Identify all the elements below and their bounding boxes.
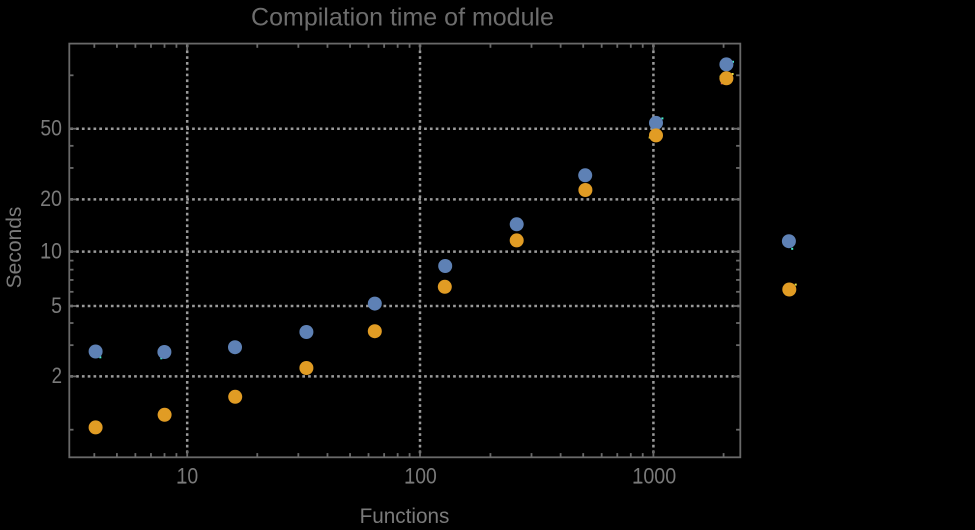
- svg-text:Seconds: Seconds: [1, 206, 26, 288]
- svg-text:Compilation time of module: Compilation time of module: [251, 4, 554, 32]
- svg-text:50: 50: [40, 116, 62, 141]
- svg-text:1000: 1000: [632, 464, 676, 489]
- svg-text:100: 100: [405, 464, 437, 489]
- svg-text:20: 20: [40, 186, 62, 211]
- svg-text:Functions: Functions: [360, 505, 450, 525]
- svg-text:2: 2: [52, 363, 62, 388]
- svg-text:10: 10: [177, 464, 199, 489]
- svg-text:10: 10: [40, 238, 62, 263]
- svg-text:5: 5: [51, 293, 62, 318]
